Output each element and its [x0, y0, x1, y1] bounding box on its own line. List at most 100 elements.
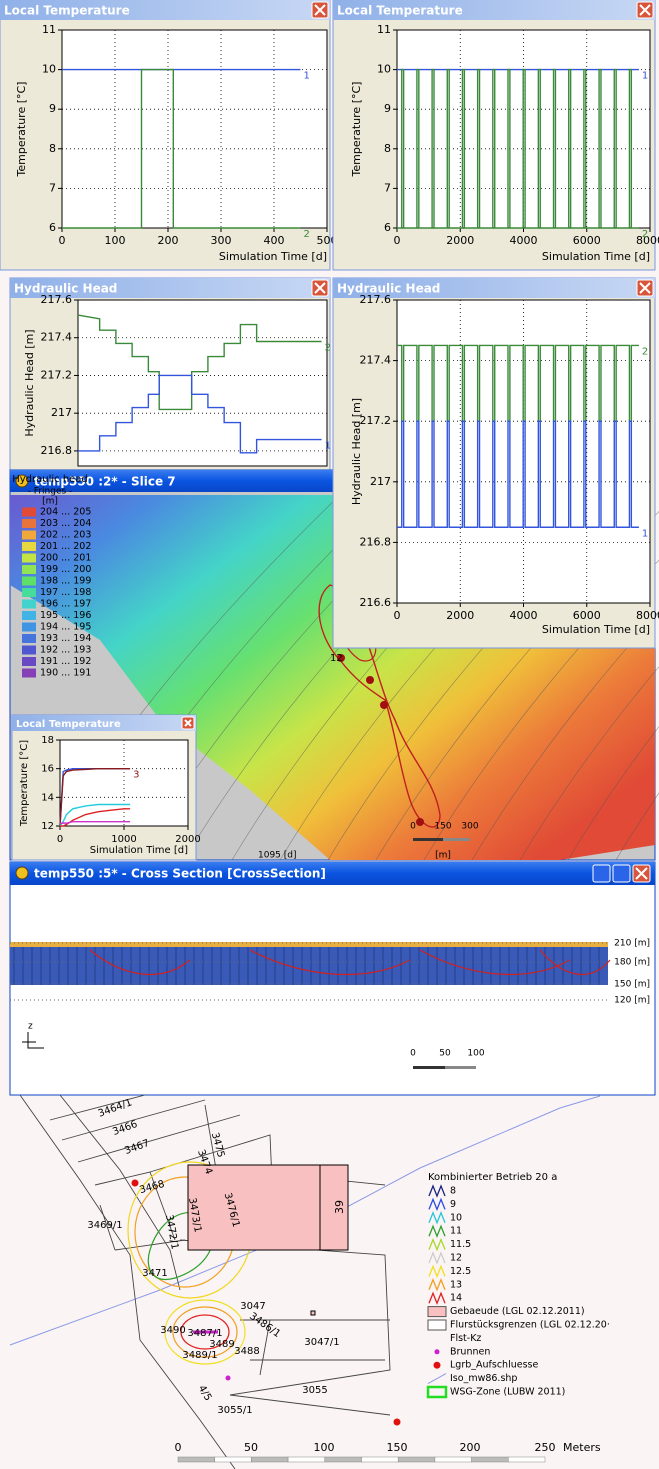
scale-bar — [508, 1457, 545, 1462]
depth-label: 150 [m] — [614, 980, 650, 990]
x-tick-label: 8000 — [636, 609, 659, 622]
scale-label: 150 — [434, 822, 451, 832]
legend-swatch — [22, 519, 36, 528]
legend-label: 12.5 — [450, 1266, 471, 1277]
legend-label: Lgrb_Aufschluesse — [450, 1360, 538, 1371]
x-tick-label: 400 — [264, 234, 285, 247]
y-tick-label: 10 — [377, 63, 391, 76]
legend-label: 13 — [450, 1279, 462, 1290]
legend-label: Flst-Kz — [450, 1333, 481, 1344]
scale-unit: [m] — [435, 851, 451, 861]
scale-label: 100 — [314, 1441, 335, 1454]
minimize-button[interactable] — [593, 865, 610, 882]
legend-label: 203 ... 204 — [40, 518, 91, 529]
window-title: temp550 :5* - Cross Section [CrossSectio… — [34, 867, 326, 881]
legend-label: 14 — [450, 1293, 462, 1304]
legend-swatch — [22, 508, 36, 517]
x-tick-label: 300 — [211, 234, 232, 247]
legend-swatch — [22, 577, 36, 586]
app-icon — [16, 867, 28, 879]
series-label: 1 — [304, 71, 310, 82]
parcel-label: 3471 — [142, 1268, 167, 1279]
building-label: 39 — [333, 1200, 346, 1214]
legend-swatch — [22, 634, 36, 643]
legend-label: 196 ... 197 — [40, 599, 91, 610]
scale-label: 0 — [175, 1441, 182, 1454]
y-tick-label: 216.8 — [41, 444, 73, 457]
x-axis-label: Simulation Time [d] — [219, 250, 327, 263]
legend-swatch — [22, 531, 36, 540]
legend-symbol — [428, 1320, 446, 1330]
parcel-label: 3055 — [302, 1385, 327, 1396]
legend-swatch — [22, 600, 36, 609]
series-label: 2 — [325, 343, 331, 354]
y-tick-label: 12 — [41, 821, 54, 832]
legend-label: 200 ... 201 — [40, 553, 91, 564]
y-tick-label: 11 — [42, 23, 56, 36]
well — [226, 1376, 231, 1381]
parcel-label: 3047/1 — [304, 1337, 339, 1348]
y-axis-label: Temperature [°C] — [15, 82, 28, 178]
contour-label: 12 — [330, 653, 343, 664]
scale-label: 50 — [244, 1441, 258, 1454]
y-tick-label: 217.6 — [41, 293, 73, 306]
legend-label: 9 — [450, 1199, 456, 1210]
depth-label: 210 [m] — [614, 939, 650, 949]
x-axis-label: Simulation Time [d] — [542, 623, 650, 636]
x-tick-label: 1000 — [111, 834, 136, 845]
legend-swatch — [22, 542, 36, 551]
legend-label: Iso_mw86.shp — [450, 1373, 517, 1384]
scale-label: 0 — [410, 1049, 416, 1059]
legend-label: WSG-Zone (LUBW 2011) — [450, 1387, 565, 1398]
screenshot: Local Temperature67891011010020030040050… — [0, 0, 659, 1469]
scale-bar — [413, 838, 443, 841]
x-tick-label: 6000 — [573, 609, 601, 622]
x-tick-label: 4000 — [510, 234, 538, 247]
x-tick-label: 0 — [57, 834, 63, 845]
series-label: 3 — [133, 770, 139, 781]
y-tick-label: 217.6 — [360, 293, 392, 306]
y-tick-label: 6 — [49, 221, 56, 234]
x-axis-label: Simulation Time [d] — [90, 845, 188, 856]
legend-label: 191 ... 192 — [40, 656, 91, 667]
x-tick-label: 6000 — [573, 234, 601, 247]
window-temperature-3: Local Temperature12141618010002000Simula… — [12, 715, 201, 860]
scale-bar — [472, 1457, 509, 1462]
legend-label: 192 ... 193 — [40, 645, 91, 656]
scale-label: 200 — [460, 1441, 481, 1454]
y-tick-label: 216.6 — [360, 596, 392, 609]
scale-label: 300 — [461, 822, 478, 832]
legend-label: Brunnen — [450, 1346, 490, 1357]
legend-label: 202 ... 203 — [40, 530, 91, 541]
legend-swatch — [22, 611, 36, 620]
depth-label: 120 [m] — [614, 996, 650, 1006]
window-title: Local Temperature — [337, 4, 463, 18]
scale-label: 100 — [467, 1049, 484, 1059]
x-tick-label: 0 — [394, 234, 401, 247]
legend-label: Flurstücksgrenzen (LGL 02.12.20· — [450, 1320, 610, 1331]
legend-swatch — [22, 669, 36, 678]
scale-bar — [288, 1457, 325, 1462]
x-tick-label: 2000 — [446, 609, 474, 622]
legend-subtitle: - Fringes - — [28, 487, 73, 497]
y-tick-label: 16 — [41, 764, 54, 775]
building — [188, 1165, 348, 1250]
scale-bar — [413, 1066, 445, 1069]
y-axis-label: Hydraulic Head [m] — [23, 329, 36, 436]
x-tick-label: 200 — [158, 234, 179, 247]
series-label: 1 — [325, 441, 331, 452]
y-tick-label: 18 — [41, 735, 54, 746]
legend-swatch — [22, 565, 36, 574]
legend-swatch — [22, 554, 36, 563]
maximize-button[interactable] — [613, 865, 630, 882]
window-temperature-2: Local Temperature67891011020004000600080… — [333, 0, 659, 270]
x-axis-label: Simulation Time [d] — [542, 250, 650, 263]
y-axis-label: Hydraulic Head [m] — [350, 398, 363, 505]
legend-symbol — [428, 1307, 446, 1317]
y-tick-label: 217.4 — [41, 331, 73, 344]
y-tick-label: 8 — [49, 142, 56, 155]
depth-label: 180 [m] — [614, 958, 650, 968]
scale-bar — [445, 1066, 476, 1069]
legend-label: 204 ... 205 — [40, 507, 91, 518]
legend-label: 12 — [450, 1253, 462, 1264]
